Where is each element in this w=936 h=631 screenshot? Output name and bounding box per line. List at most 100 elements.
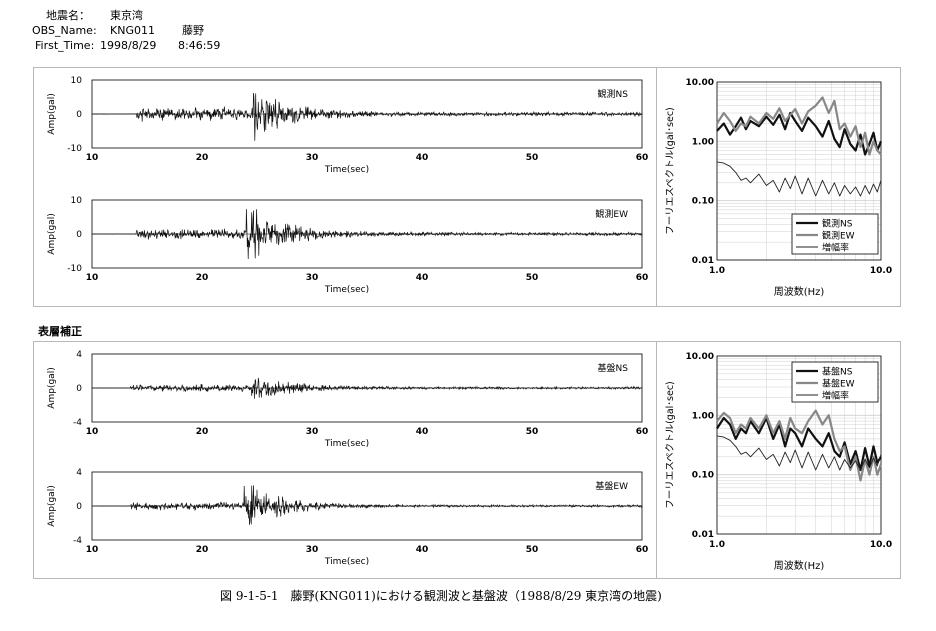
x-tick-label: 30	[306, 545, 319, 555]
series-label: 観測EW	[595, 208, 628, 220]
y-axis-label: Amp(gal)	[47, 213, 57, 254]
y-tick-label: -10	[67, 144, 82, 154]
y-tick-label: 0.01	[692, 256, 714, 266]
y-tick-label: 0	[76, 502, 82, 512]
y-axis-label: Amp(gal)	[47, 367, 57, 408]
y-tick-label: -10	[67, 264, 82, 274]
spectrum-series	[716, 416, 882, 472]
x-tick-label: 30	[306, 427, 319, 437]
waveform-chart-2: 10 0 -10 10 20 30 40 50 60 Time(sec) Amp(gal) 観測EW	[47, 196, 649, 295]
spectrum-panel-lower	[656, 341, 901, 579]
y-tick-label: 10	[71, 76, 83, 86]
y-tick-label: 0	[76, 384, 82, 394]
obs-label: OBS_Name:	[32, 24, 97, 37]
x-tick-label: 10	[86, 545, 99, 555]
x-tick-label: 10.0	[870, 540, 892, 550]
spectrum-series	[716, 111, 883, 156]
x-tick-label: 10	[86, 427, 99, 437]
waveform-trace	[91, 92, 643, 141]
quake-label: 地震名：	[46, 9, 90, 22]
spectrum-series	[716, 409, 883, 482]
plot-area	[716, 81, 882, 261]
x-tick-label: 20	[196, 153, 209, 163]
y-axis-label: Amp(gal)	[47, 93, 57, 134]
legend-label: 増幅率	[822, 390, 849, 402]
section-label: 表層補正	[38, 325, 82, 338]
x-tick-label: 60	[636, 427, 649, 437]
x-tick-label: 40	[416, 273, 429, 283]
x-tick-label: 20	[196, 545, 209, 555]
y-tick-label: 1.00	[692, 137, 714, 147]
y-tick-label: 4	[76, 350, 82, 360]
x-axis-label: Time(sec)	[324, 165, 369, 175]
x-tick-label: 1.0	[709, 540, 725, 550]
y-tick-label: 0	[76, 230, 82, 240]
x-tick-label: 40	[416, 427, 429, 437]
spectrum-panel-upper	[656, 67, 901, 307]
first-time-label: First_Time:	[35, 39, 95, 52]
legend-label: 観測NS	[822, 218, 853, 230]
x-axis-label: 周波数(Hz)	[774, 559, 825, 572]
figure-caption: 図 9-1-5-1 藤野(KNG011)における観測波と基盤波（1988/8/2…	[220, 589, 662, 603]
x-tick-label: 50	[526, 427, 539, 437]
waveform-chart-1: 10 0 -10 10 20 30 40 50 60 Time(sec) Amp(gal) 観測NS	[47, 76, 649, 175]
y-tick-label: 1.00	[692, 411, 714, 421]
x-tick-label: 30	[306, 153, 319, 163]
y-axis-label: Amp(gal)	[47, 485, 57, 526]
y-tick-label: 10.00	[686, 78, 714, 88]
spectrum-series	[716, 161, 882, 197]
y-tick-label: 0.01	[692, 530, 714, 540]
legend-label: 増幅率	[822, 242, 849, 254]
waveform-trace	[92, 377, 643, 399]
x-tick-label: 50	[526, 545, 539, 555]
spectrum-chart-1: 10.00 1.00 0.10 0.011.0 10.0 周波数(Hz) フーリエスペクトル…	[665, 78, 892, 298]
waveform-trace	[92, 485, 643, 525]
legend-label: 基盤NS	[822, 366, 853, 378]
x-tick-label: 20	[196, 273, 209, 283]
series-label: 基盤EW	[595, 480, 628, 492]
waveform-trace	[92, 209, 643, 260]
y-axis-label: フーリエスペクトル(gal･sec)	[665, 107, 676, 235]
x-axis-label: 周波数(Hz)	[774, 285, 825, 298]
y-tick-label: 0.10	[692, 471, 714, 481]
x-tick-label: 50	[526, 273, 539, 283]
x-tick-label: 60	[636, 545, 649, 555]
x-tick-label: 40	[416, 153, 429, 163]
x-axis-label: Time(sec)	[324, 557, 369, 567]
series-label: 基盤NS	[598, 362, 629, 374]
y-tick-label: 0	[76, 110, 82, 120]
x-tick-label: 1.0	[709, 266, 725, 276]
y-tick-label: 10	[71, 196, 83, 206]
x-tick-label: 10.0	[870, 266, 892, 276]
plot-area	[716, 355, 882, 535]
x-tick-label: 60	[636, 153, 649, 163]
y-axis-label: フーリエスペクトル(gal･sec)	[665, 381, 676, 509]
first-time: 8:46:59	[178, 39, 221, 52]
x-tick-label: 10	[86, 273, 99, 283]
x-axis-label: Time(sec)	[324, 285, 369, 295]
y-tick-label: -4	[73, 536, 82, 546]
obs-place: 藤野	[182, 24, 204, 37]
x-tick-label: 60	[636, 273, 649, 283]
x-tick-label: 20	[196, 427, 209, 437]
x-axis-label: Time(sec)	[324, 439, 369, 449]
x-tick-label: 50	[526, 153, 539, 163]
x-tick-label: 40	[416, 545, 429, 555]
series-label: 観測NS	[598, 88, 629, 100]
quake-value: 東京湾	[110, 9, 143, 22]
spectrum-chart-2: 10.00 1.00 0.10 0.011.0 10.0 周波数(Hz) フーリエスペクトル…	[665, 352, 892, 572]
y-tick-label: 0.10	[692, 197, 714, 207]
first-date: 1998/8/29	[100, 39, 157, 52]
legend-label: 観測EW	[822, 230, 855, 242]
y-tick-label: 4	[76, 468, 82, 478]
header-info: 地震名： 東京湾 OBS_Name: KNG011 藤野 First_Time:…	[0, 0, 300, 60]
legend-label: 基盤EW	[822, 378, 855, 390]
y-tick-label: 10.00	[686, 352, 714, 362]
y-tick-label: -4	[73, 418, 82, 428]
spectrum-series	[716, 96, 882, 156]
x-tick-label: 10	[86, 153, 99, 163]
obs-value: KNG011	[110, 24, 155, 37]
spectrum-series	[716, 435, 882, 471]
